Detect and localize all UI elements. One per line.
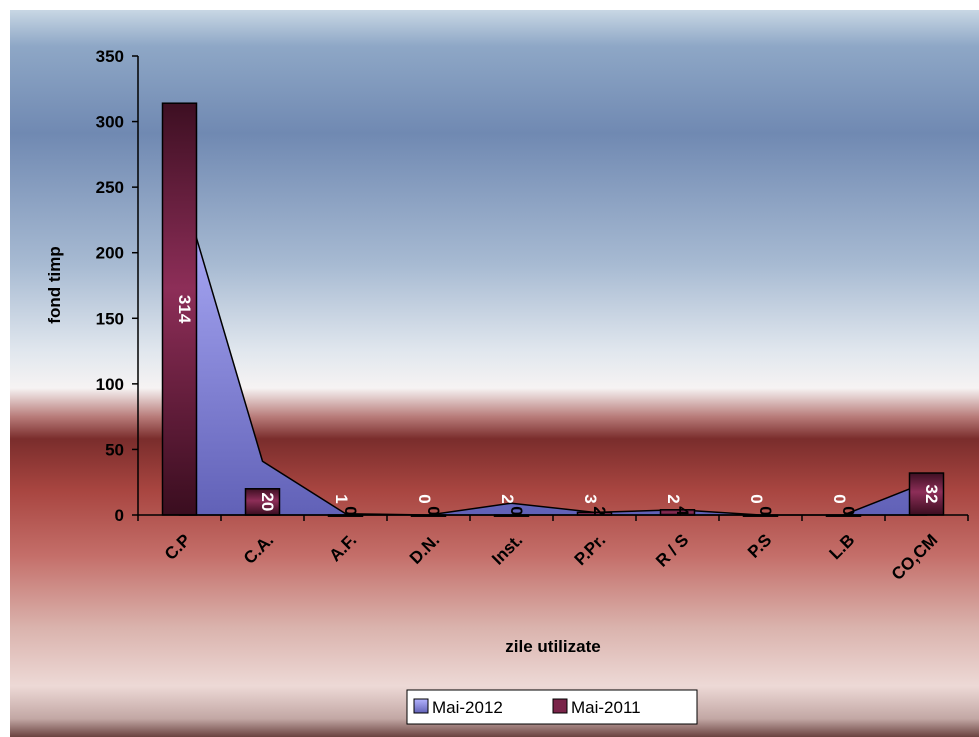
legend: Mai-2012 Mai-2011 bbox=[406, 689, 698, 725]
y-tick-label: 150 bbox=[96, 309, 124, 328]
y-tick-label: 300 bbox=[96, 113, 124, 132]
x-axis-title: zile utilizate bbox=[505, 637, 600, 656]
data-label-mai-2011: 4 bbox=[673, 506, 692, 516]
data-label-mai-2011: 0 bbox=[341, 506, 360, 515]
data-label-mai-2011: 32 bbox=[922, 485, 941, 504]
data-label-mai-2011: 20 bbox=[258, 492, 277, 511]
y-tick-label: 0 bbox=[115, 506, 124, 525]
chart-background bbox=[10, 10, 979, 737]
data-label-mai-2011: 0 bbox=[424, 506, 443, 515]
y-tick-label: 250 bbox=[96, 178, 124, 197]
legend-swatch-mai-2012 bbox=[413, 698, 429, 714]
legend-label-mai-2011: Mai-2011 bbox=[571, 698, 641, 717]
data-label-mai-2012: 1 bbox=[332, 494, 351, 503]
bar-mai-2011 bbox=[908, 472, 945, 516]
data-label-mai-2011: 0 bbox=[507, 506, 526, 515]
data-label-mai-2011: 2 bbox=[590, 506, 609, 515]
data-label-mai-2012: 2 bbox=[498, 494, 517, 503]
data-label-mai-2012: 0 bbox=[747, 494, 766, 503]
y-tick-label: 50 bbox=[105, 440, 124, 459]
data-label-mai-2012: 0 bbox=[830, 494, 849, 503]
legend-label-mai-2012: Mai-2012 bbox=[432, 698, 503, 717]
data-label-mai-2011: 0 bbox=[756, 506, 775, 515]
y-tick-label: 350 bbox=[96, 47, 124, 66]
legend-swatch-mai-2011 bbox=[552, 698, 568, 714]
data-label-mai-2011: 314 bbox=[175, 295, 194, 324]
data-label-mai-2012: 0 bbox=[415, 494, 434, 503]
legend-box bbox=[406, 689, 698, 725]
y-tick-label: 200 bbox=[96, 244, 124, 263]
data-label-mai-2011: 0 bbox=[839, 506, 858, 515]
data-label-mai-2012: 2 bbox=[664, 494, 683, 503]
data-label-mai-2012: 3 bbox=[581, 494, 600, 503]
y-axis-title: fond timp bbox=[45, 246, 64, 323]
y-tick-label: 100 bbox=[96, 375, 124, 394]
